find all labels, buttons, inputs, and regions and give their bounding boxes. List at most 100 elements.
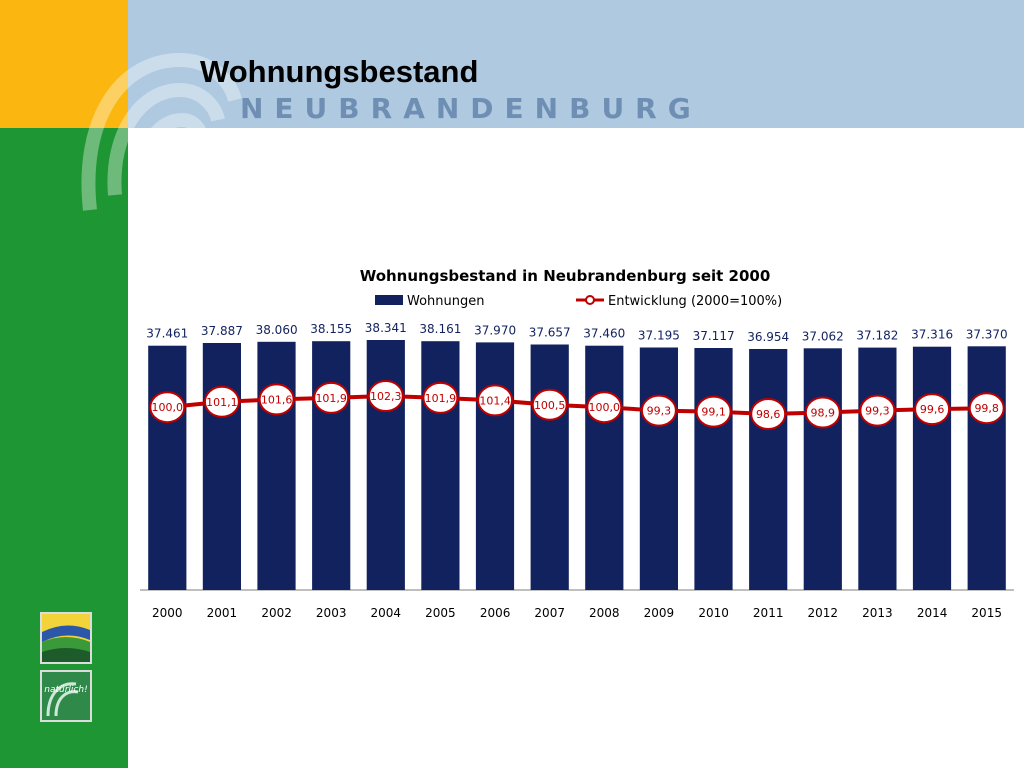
line-marker-2000 [149, 391, 186, 424]
bar-2004 [366, 340, 405, 590]
line-marker-2012 [804, 396, 841, 429]
x-tick-2008: 2008 [589, 606, 620, 620]
bar-2000 [148, 345, 187, 590]
bar-2003 [312, 341, 351, 590]
header-blue-band [128, 0, 1024, 128]
x-tick-2001: 2001 [207, 606, 238, 620]
x-tick-2013: 2013 [862, 606, 893, 620]
line-marker-2005 [422, 381, 459, 414]
bar-label-2007: 37.657 [529, 326, 571, 340]
bar-label-2002: 38.060 [256, 323, 298, 337]
bar-2006 [475, 342, 515, 590]
x-tick-2014: 2014 [917, 606, 948, 620]
bar-2001 [202, 343, 241, 590]
bar-label-2003: 38.155 [310, 322, 352, 336]
x-tick-2009: 2009 [644, 606, 675, 620]
line-marker-2008 [586, 391, 623, 424]
line-marker-2006 [477, 384, 514, 417]
bar-label-2012: 37.062 [802, 329, 844, 343]
line-label-2015: 99,8 [974, 402, 999, 415]
bar-label-2006: 37.970 [474, 323, 516, 337]
x-tick-2007: 2007 [534, 606, 565, 620]
line-label-2007: 100,5 [534, 399, 566, 412]
bar-2014 [912, 346, 952, 590]
line-label-2001: 101,1 [206, 396, 238, 409]
line-marker-2014 [914, 393, 951, 426]
city-name: NEUBRANDENBURG [240, 92, 702, 125]
bar-label-2011: 36.954 [747, 330, 789, 344]
x-tick-2011: 2011 [753, 606, 784, 620]
bar-labels-group: 37.461 37.887 38.060 38.155 38.341 38.161 37.9… [146, 321, 1007, 344]
line-label-2012: 98,9 [811, 407, 836, 420]
housing-chart: Wohnungsbestand in Neubrandenburg seit 2… [140, 267, 1014, 620]
x-tick-2010: 2010 [698, 606, 729, 620]
bar-2002 [257, 341, 296, 590]
natuerlich-badge-icon: natürlich! [40, 670, 92, 722]
legend-bar-swatch [375, 295, 403, 305]
line-label-2006: 101,4 [479, 394, 511, 407]
line-label-2008: 100,0 [589, 401, 621, 414]
line-label-2014: 99,6 [920, 403, 945, 416]
line-label-2000: 100,0 [152, 401, 184, 414]
x-tick-2006: 2006 [480, 606, 511, 620]
line-label-2009: 99,3 [647, 405, 672, 418]
line-label-2004: 102,3 [370, 390, 402, 403]
logo-watermark-icon [81, 52, 242, 211]
line-marker-2013 [859, 394, 896, 427]
chart-legend: Wohnungen Entwicklung (2000=100%) [375, 294, 782, 309]
x-tick-2003: 2003 [316, 606, 347, 620]
legend-bar-label: Wohnungen [407, 294, 485, 309]
line-marker-2004 [367, 380, 404, 412]
bar-label-2013: 37.182 [856, 329, 898, 343]
line-label-2003: 101,9 [315, 392, 347, 405]
bar-2010 [694, 348, 733, 590]
x-ticks-group: 2000 2001 2002 2003 2004 2005 2006 2007 2008 2009… [152, 606, 1002, 620]
line-marker-2011 [750, 398, 787, 430]
bar-label-2010: 37.117 [693, 329, 735, 343]
bar-label-2009: 37.195 [638, 329, 680, 343]
line-marker-2003 [313, 381, 350, 414]
bar-label-2004: 38.341 [365, 321, 407, 335]
bar-label-2000: 37.461 [146, 327, 188, 341]
x-tick-2015: 2015 [971, 606, 1002, 620]
legend-line-marker [585, 295, 595, 305]
x-tick-2000: 2000 [152, 606, 183, 620]
line-label-2005: 101,9 [425, 392, 457, 405]
bar-label-2015: 37.370 [966, 327, 1008, 341]
x-tick-2012: 2012 [808, 606, 839, 620]
line-marker-2001 [203, 385, 240, 418]
x-tick-2004: 2004 [371, 606, 402, 620]
bar-label-2005: 38.161 [419, 322, 461, 336]
landscape-badge-icon [40, 612, 92, 664]
development-line [167, 393, 987, 417]
line-marker-2002 [258, 383, 295, 416]
line-label-2010: 99,1 [701, 406, 726, 419]
line-label-2011: 98,6 [756, 408, 781, 421]
line-marker-2007 [531, 388, 568, 421]
line-label-2002: 101,6 [261, 393, 293, 406]
bar-label-2014: 37.316 [911, 328, 953, 342]
line-label-2013: 99,3 [865, 405, 890, 418]
bar-2013 [858, 347, 897, 590]
bar-label-2001: 37.887 [201, 324, 243, 338]
chart-title: Wohnungsbestand in Neubrandenburg seit 2… [360, 267, 771, 285]
header-orange-block [0, 0, 128, 128]
bar-2007 [530, 344, 569, 590]
bar-2015 [967, 346, 1006, 590]
bar-2009 [639, 347, 678, 590]
bar-2005 [421, 341, 460, 590]
x-tick-2002: 2002 [261, 606, 292, 620]
logo-text: natürlich! [44, 685, 87, 695]
x-tick-2005: 2005 [425, 606, 456, 620]
bar-2011 [749, 349, 788, 590]
bar-2012 [803, 348, 842, 590]
line-marker-2015 [968, 392, 1005, 425]
line-marker-2010 [695, 395, 732, 428]
line-marker-2009 [640, 394, 677, 427]
page-title: Wohnungsbestand [200, 54, 479, 89]
line-series-group: 100,0 101,1 101,6 101,9 102,3 101,9 101,4 100,5… [149, 380, 1005, 430]
legend-line-label: Entwicklung (2000=100%) [608, 294, 782, 309]
bar-2008 [585, 345, 624, 590]
bar-label-2008: 37.460 [583, 327, 625, 341]
bars-group [148, 340, 1006, 590]
